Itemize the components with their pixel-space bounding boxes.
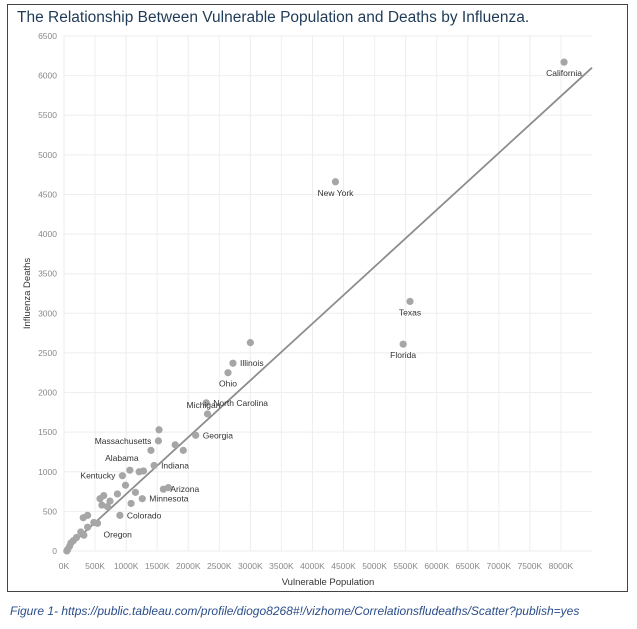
- data-point: [63, 547, 71, 555]
- data-point: [150, 461, 158, 470]
- x-tick-label: 5500K: [393, 561, 418, 571]
- y-tick-label: 1500: [38, 427, 57, 437]
- data-points: [63, 58, 568, 555]
- y-tick-label: 2500: [38, 348, 57, 358]
- chart-title: The Relationship Between Vulnerable Popu…: [17, 9, 530, 26]
- y-axis-label: Influenza Deaths: [22, 258, 33, 330]
- y-tick-label: 3000: [38, 308, 57, 318]
- data-point: [98, 501, 106, 509]
- x-tick-label: 6000K: [424, 561, 449, 571]
- x-tick-label: 7000K: [487, 561, 512, 571]
- data-point: [93, 519, 102, 527]
- x-tick-label: 6500K: [455, 561, 480, 571]
- x-tick-label: 3500K: [269, 561, 294, 571]
- y-tick-label: 5000: [38, 150, 57, 160]
- point-label: Florida: [390, 350, 416, 360]
- point-label: Ohio: [219, 379, 237, 389]
- x-tick-label: 2000K: [176, 561, 201, 571]
- x-tick-label: 500K: [85, 561, 105, 571]
- data-point: [229, 359, 237, 367]
- data-point: [171, 441, 179, 449]
- data-point: [179, 446, 187, 454]
- x-tick-label: 1500K: [145, 561, 170, 571]
- point-label: North Carolina: [213, 398, 268, 408]
- data-point: [406, 297, 414, 306]
- x-tick-label: 4000K: [300, 561, 325, 571]
- data-point: [113, 490, 122, 498]
- x-tick-label: 5000K: [362, 561, 387, 571]
- point-label: California: [546, 68, 582, 78]
- y-tick-label: 500: [43, 506, 57, 516]
- data-point: [80, 531, 88, 539]
- data-point: [96, 495, 104, 503]
- data-point: [246, 339, 254, 347]
- grid: [63, 35, 592, 552]
- point-label: New York: [317, 188, 354, 198]
- data-point: [202, 399, 210, 407]
- point-label: Illinois: [240, 358, 264, 368]
- data-point: [131, 488, 140, 496]
- y-tick-label: 3500: [38, 269, 57, 279]
- x-tick-label: 8000K: [549, 561, 574, 571]
- point-label: Texas: [399, 307, 421, 317]
- y-tick-label: 4000: [38, 229, 57, 239]
- data-point: [331, 178, 340, 186]
- x-tick-label: 1000K: [114, 561, 139, 571]
- chart-frame: The Relationship Between Vulnerable Popu…: [7, 4, 628, 592]
- x-tick-label: 2500K: [207, 561, 232, 571]
- point-label: Georgia: [203, 430, 234, 440]
- data-point: [79, 514, 87, 522]
- point-label: Alabama: [105, 453, 139, 463]
- data-point: [127, 499, 135, 508]
- data-point: [126, 466, 134, 474]
- data-point: [164, 484, 172, 492]
- data-point: [203, 410, 212, 418]
- y-tick-label: 5500: [38, 110, 57, 120]
- data-point: [154, 437, 163, 445]
- y-tick-label: 6500: [38, 31, 57, 41]
- data-point: [399, 340, 407, 348]
- x-tick-label: 3000K: [238, 561, 263, 571]
- data-point: [224, 369, 232, 377]
- x-tick-label: 4500K: [331, 561, 356, 571]
- tick-labels: 0 500 1000 1500 2000 2500 3000 3500 4000 4500 5000…: [38, 31, 573, 571]
- point-label: Michigan: [186, 400, 220, 410]
- data-point: [121, 481, 130, 489]
- trend-line: [63, 67, 593, 552]
- x-axis-label: Vulnerable Population: [282, 577, 375, 588]
- point-label: Kentucky: [80, 471, 116, 481]
- point-labels: California New York Texas Florida Illinois Oh…: [80, 68, 582, 539]
- data-point: [103, 503, 112, 511]
- x-tick-label: 0K: [59, 561, 70, 571]
- point-label: Minnesota: [149, 494, 188, 504]
- data-point: [138, 495, 146, 503]
- data-point: [106, 497, 114, 505]
- data-point: [147, 446, 155, 454]
- y-tick-label: 2000: [38, 388, 57, 398]
- y-tick-label: 6000: [38, 71, 57, 81]
- y-tick-label: 0: [52, 546, 57, 556]
- data-point: [192, 431, 200, 439]
- data-point: [139, 467, 148, 475]
- data-point: [560, 58, 568, 66]
- figure-caption: Figure 1- https://public.tableau.com/pro…: [10, 604, 580, 618]
- point-label: Indiana: [161, 460, 189, 470]
- x-tick-label: 7500K: [518, 561, 543, 571]
- data-point: [118, 472, 126, 480]
- data-point: [155, 426, 163, 434]
- data-point: [116, 511, 124, 519]
- point-label: Colorado: [127, 510, 162, 520]
- point-label: Oregon: [104, 529, 133, 539]
- data-point: [84, 523, 92, 531]
- point-label: Arizona: [170, 484, 199, 494]
- y-tick-label: 1000: [38, 467, 57, 477]
- y-tick-label: 4500: [38, 189, 57, 199]
- point-label: Massachusetts: [95, 436, 152, 446]
